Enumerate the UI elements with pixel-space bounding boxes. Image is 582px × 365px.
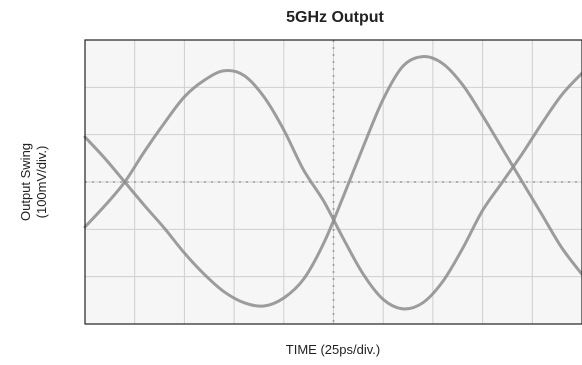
grid [85,40,582,324]
chart-title: 5GHz Output [286,9,384,26]
y-axis-label-line1: Output Swing [18,143,33,221]
x-axis-label: TIME (25ps/div.) [286,342,380,357]
traces [83,55,582,311]
y-axis-label-line2: (100mV/div.) [34,146,49,219]
plot-frame [84,39,582,325]
trace-line-2 [83,69,582,311]
